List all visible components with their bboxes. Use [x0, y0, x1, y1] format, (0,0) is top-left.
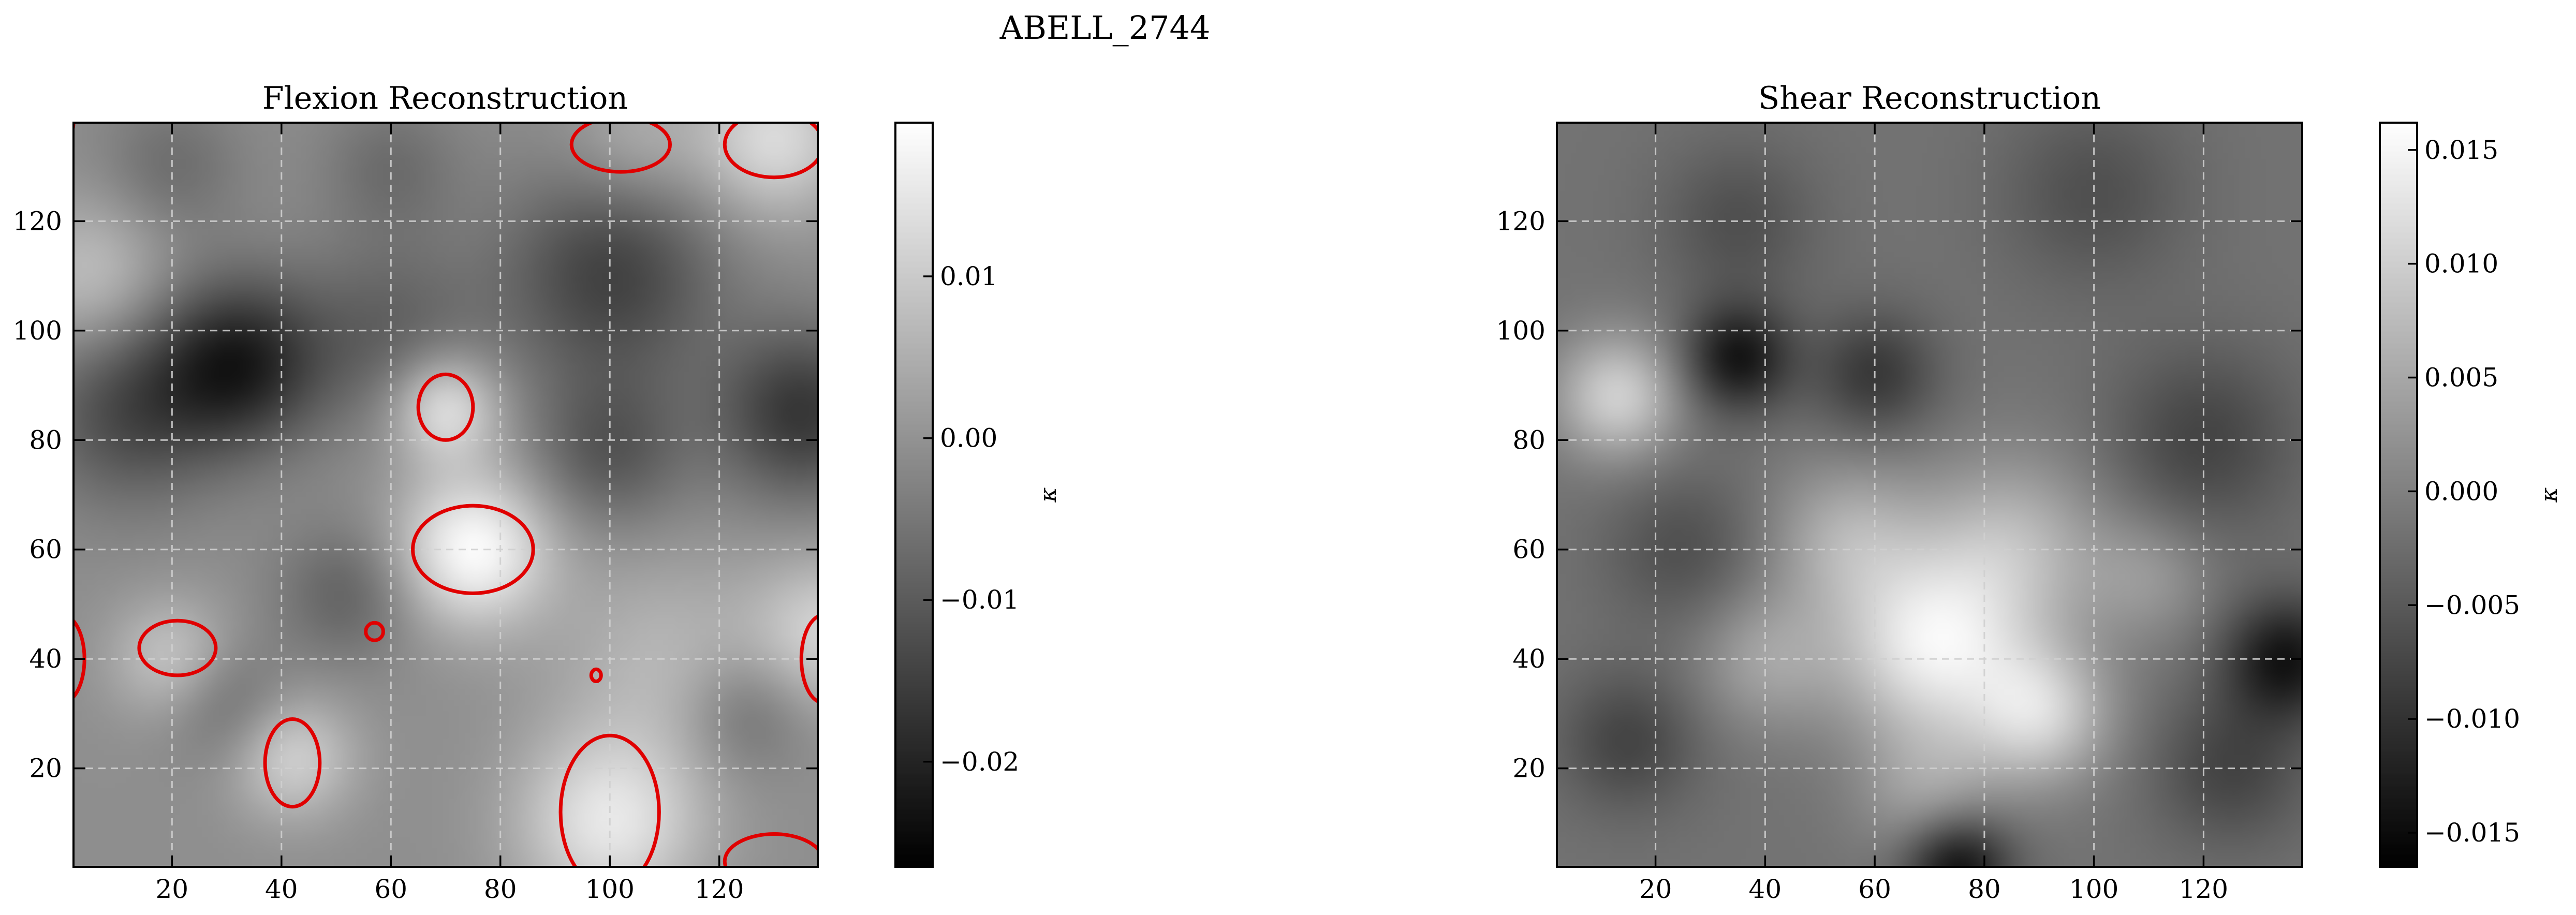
contour-line	[411, 504, 535, 595]
contour-line	[569, 123, 672, 174]
x-tick-label: 60	[374, 874, 407, 904]
y-tick-label: 100	[1496, 316, 1545, 346]
contour-line	[723, 123, 818, 180]
shear-heatmap	[1557, 123, 2302, 867]
contour-line	[558, 733, 661, 867]
y-tick-label: 60	[29, 535, 62, 565]
colorbar-tick-label: −0.015	[2424, 818, 2520, 848]
colorbar-tick-label: −0.02	[940, 747, 1019, 777]
flexion-contours	[73, 123, 818, 867]
shear-panel: Shear Reconstruction 20 40 60 80 100 120 20 40 6…	[1496, 80, 2563, 904]
flexion-axis-ticks: 20 40 60 80 100 120 20 40 60 80 100 120	[13, 123, 818, 904]
shear-colorbar-label: κ	[2536, 487, 2563, 503]
y-tick-label: 80	[1512, 425, 1545, 455]
x-tick-label: 100	[585, 874, 634, 904]
contour-line	[416, 372, 475, 442]
contour-line	[799, 614, 818, 703]
colorbar-tick-label: 0.010	[2424, 249, 2498, 279]
contour-line	[364, 621, 385, 642]
x-tick-label: 100	[2069, 874, 2118, 904]
shear-colorbar-ticks: 0.015 0.010 0.005 0.000 −0.005 −0.010 −0.015	[2408, 135, 2520, 848]
colorbar-tick-label: −0.010	[2424, 704, 2520, 734]
y-tick-label: 120	[13, 206, 62, 236]
contour-line	[263, 717, 322, 809]
x-tick-label: 40	[265, 874, 298, 904]
colorbar-tick-label: −0.01	[940, 585, 1019, 615]
x-tick-label: 20	[156, 874, 189, 904]
x-tick-label: 80	[484, 874, 517, 904]
x-tick-label: 120	[695, 874, 744, 904]
contour-line	[589, 667, 603, 684]
flexion-axes-frame	[72, 122, 819, 868]
colorbar-tick-label: 0.005	[2424, 363, 2498, 393]
x-tick-label: 60	[1858, 874, 1891, 904]
y-tick-label: 60	[1512, 535, 1545, 565]
shear-axis-ticks: 20 40 60 80 100 120 20 40 60 80 100 120	[1496, 123, 2302, 904]
flexion-colorbar-ticks: 0.01 0.00 −0.01 −0.02	[923, 261, 1019, 777]
contour-line	[137, 618, 218, 677]
y-tick-label: 40	[1512, 644, 1545, 674]
shear-grid	[1557, 123, 2302, 867]
colorbar-tick-label: 0.015	[2424, 135, 2498, 165]
shear-colorbar	[2380, 123, 2417, 867]
y-tick-label: 80	[29, 425, 62, 455]
colorbar-tick-label: 0.00	[940, 423, 997, 453]
x-tick-label: 80	[1968, 874, 2001, 904]
shear-axes-frame	[1556, 122, 2303, 868]
y-tick-label: 100	[13, 316, 62, 346]
x-tick-label: 120	[2179, 874, 2228, 904]
flexion-colorbar	[895, 123, 933, 867]
shear-colorbar-frame	[2379, 122, 2418, 868]
flexion-colorbar-frame	[894, 122, 934, 868]
contour-line	[723, 832, 818, 867]
shear-title: Shear Reconstruction	[1758, 80, 2101, 116]
colorbar-tick-label: 0.01	[940, 261, 997, 291]
colorbar-tick-label: −0.005	[2424, 590, 2520, 620]
flexion-colorbar-label: κ	[1035, 487, 1062, 503]
x-tick-label: 20	[1639, 874, 1672, 904]
y-tick-label: 20	[29, 754, 62, 784]
flexion-title: Flexion Reconstruction	[262, 80, 628, 116]
flexion-heatmap	[73, 123, 818, 867]
y-tick-label: 20	[1512, 754, 1545, 784]
x-tick-label: 40	[1749, 874, 1782, 904]
y-tick-label: 120	[1496, 206, 1545, 236]
flexion-panel: Flexion Reconstruction 20 40 60 80 100 120 20 4…	[13, 80, 1062, 904]
y-tick-label: 40	[29, 644, 62, 674]
colorbar-tick-label: 0.000	[2424, 476, 2498, 506]
figure-title: ABELL_2744	[999, 9, 1211, 47]
